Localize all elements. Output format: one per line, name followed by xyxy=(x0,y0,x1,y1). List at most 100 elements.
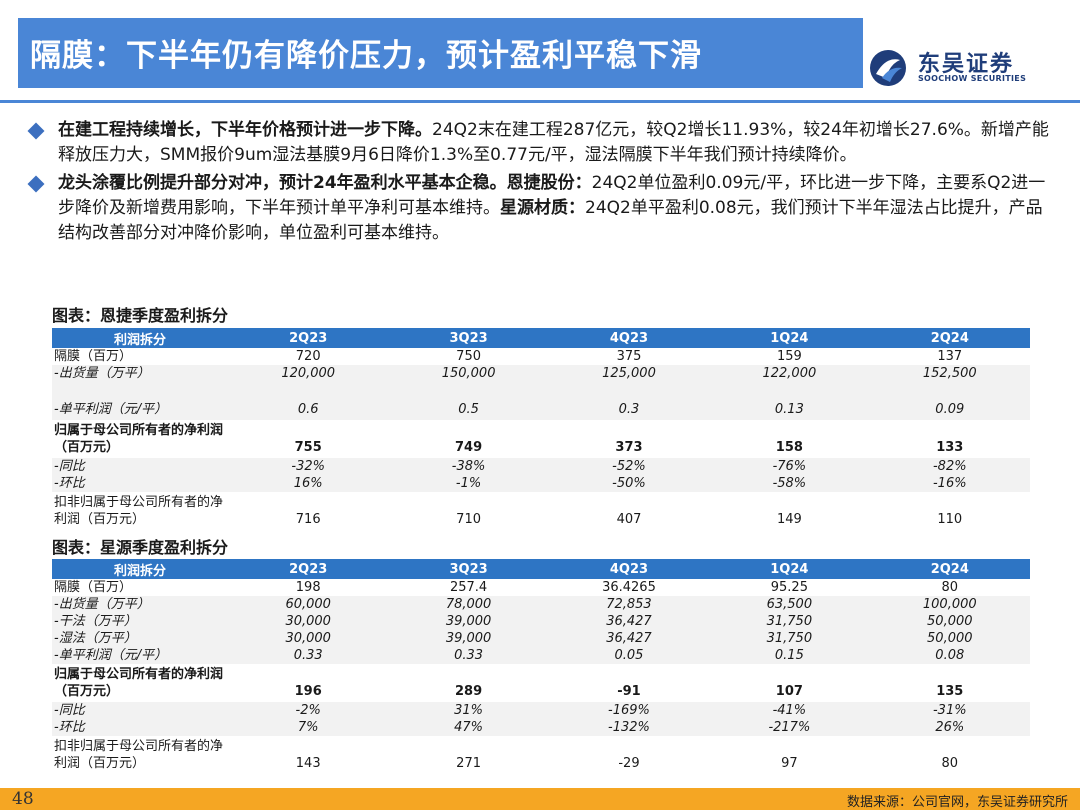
table-cell: 30,000 xyxy=(228,630,389,647)
row-label: -出货量（万平） xyxy=(52,596,228,613)
table-row: -同比 -32% -38% -52% -76% -82% xyxy=(52,458,1030,475)
table-cell: 133 xyxy=(936,440,964,455)
table-cell: 159 xyxy=(776,349,802,364)
footer-bar: 48 数据来源：公司官网，东吴证券研究所 xyxy=(0,788,1080,810)
table-cell: -32% xyxy=(228,458,389,475)
column-header: 1Q24 xyxy=(709,559,870,579)
bullet-heading: 龙头涂覆比例提升部分对冲，预计24年盈利水平基本企稳。恩捷股份： xyxy=(58,173,592,193)
table-cell: -76% xyxy=(709,458,870,475)
table-cell: 710 xyxy=(456,512,481,527)
table-cell: 135 xyxy=(936,684,964,699)
bullet-heading: 在建工程持续增长，下半年价格预计进一步下降。 xyxy=(58,120,432,140)
table-row: -同比 -2% 31% -169% -41% -31% xyxy=(52,702,1030,719)
bullet-item: 在建工程持续增长，下半年价格预计进一步下降。24Q2末在建工程287亿元，较Q2… xyxy=(22,118,1052,168)
table-cell: 120,000 xyxy=(228,365,389,382)
title-bar: 隔膜：下半年仍有降价压力，预计盈利平稳下滑 xyxy=(18,18,863,88)
row-label: -单平利润（元/平） xyxy=(52,382,228,420)
bullet-list: 在建工程持续增长，下半年价格预计进一步下降。24Q2末在建工程287亿元，较Q2… xyxy=(22,118,1052,249)
table-cell: 0.08 xyxy=(869,647,1030,664)
table-row: -出货量（万平） 120,000 150,000 125,000 122,000… xyxy=(52,365,1030,382)
diamond-bullet-icon xyxy=(27,175,45,193)
table-cell: 257.4 xyxy=(449,580,488,595)
table-cell: 95.25 xyxy=(770,580,808,595)
xingyuan-profit-table: 利润拆分 2Q23 3Q23 4Q23 1Q24 2Q24 隔膜（百万） 198… xyxy=(52,559,1030,774)
table-cell: 7% xyxy=(228,719,389,736)
table-cell: 125,000 xyxy=(548,365,710,382)
table-header-row: 利润拆分 2Q23 3Q23 4Q23 1Q24 2Q24 xyxy=(52,559,1030,579)
table-cell: 36,427 xyxy=(548,613,710,630)
table-cell: 0.33 xyxy=(388,647,549,664)
row-label: -同比 xyxy=(52,458,228,475)
row-label: 隔膜（百万） xyxy=(54,580,133,595)
table-cell: 149 xyxy=(776,512,802,527)
table1-caption: 图表：恩捷季度盈利拆分 xyxy=(52,306,229,325)
table-row: 隔膜（百万） 720 750 375 159 137 xyxy=(52,348,1030,365)
table-cell: 196 xyxy=(294,684,322,699)
table-row: -湿法（万平） 30,000 39,000 36,427 31,750 50,0… xyxy=(52,630,1030,647)
table-cell: -169% xyxy=(548,702,710,719)
table-cell: 36,427 xyxy=(548,630,710,647)
bullet-body: 24Q2末在建工程287亿元，较Q2增长11.93%，较24年初增长27.6%。… xyxy=(58,120,1049,165)
column-header: 2Q24 xyxy=(869,328,1030,348)
table-cell: 289 xyxy=(455,684,483,699)
row-label: 归属于母公司所有者的净利润（百万元） xyxy=(54,667,224,699)
table-cell: 31,750 xyxy=(709,630,870,647)
table-row: 扣非归属于母公司所有者的净利润（百万元） 716 710 407 149 110 xyxy=(52,492,1030,530)
bullet-subheading: 星源材质： xyxy=(500,198,585,218)
table-cell: -50% xyxy=(548,475,710,492)
table-header-row: 利润拆分 2Q23 3Q23 4Q23 1Q24 2Q24 xyxy=(52,328,1030,348)
table-cell: 60,000 xyxy=(228,596,389,613)
row-label: -干法（万平） xyxy=(52,613,228,630)
table-row: 归属于母公司所有者的净利润（百万元） 196 289 -91 107 135 xyxy=(52,664,1030,702)
column-header: 3Q23 xyxy=(388,559,549,579)
logo-mark-icon xyxy=(870,50,906,86)
table-cell: 30,000 xyxy=(228,613,389,630)
column-header: 2Q24 xyxy=(869,559,1030,579)
column-header: 3Q23 xyxy=(388,328,549,348)
table2-caption: 图表：星源季度盈利拆分 xyxy=(52,538,229,557)
table-cell: -52% xyxy=(548,458,710,475)
table-cell: 50,000 xyxy=(869,630,1030,647)
table-cell: 373 xyxy=(615,440,643,455)
table-cell: 50,000 xyxy=(869,613,1030,630)
table-cell: 375 xyxy=(616,349,642,364)
table-cell: 0.13 xyxy=(709,382,870,420)
bullet-body: 24Q2单位盈利0.09元/平，环比进一步下降，主要系Q2进一步降价及新增费用影… xyxy=(58,173,1046,218)
column-header: 4Q23 xyxy=(548,559,710,579)
logo-en-text: SOOCHOW SECURITIES xyxy=(918,74,1027,83)
table-cell: 36.4265 xyxy=(602,580,656,595)
table-cell: 110 xyxy=(937,512,963,527)
table-cell: 16% xyxy=(228,475,389,492)
table-cell: 63,500 xyxy=(709,596,870,613)
table-cell: 0.15 xyxy=(709,647,870,664)
table-cell: 749 xyxy=(455,440,483,455)
column-header: 利润拆分 xyxy=(52,328,228,348)
column-header: 2Q23 xyxy=(228,328,389,348)
table-cell: 31,750 xyxy=(709,613,870,630)
table-cell: 72,853 xyxy=(548,596,710,613)
table-row: -单平利润（元/平） 0.6 0.5 0.3 0.13 0.09 xyxy=(52,382,1030,420)
row-label: 归属于母公司所有者的净利润（百万元） xyxy=(54,423,224,455)
table-cell: 107 xyxy=(775,684,803,699)
table-cell: 158 xyxy=(775,440,803,455)
table-cell: 0.5 xyxy=(388,382,549,420)
table-cell: 80 xyxy=(941,580,959,595)
table-row: -环比 7% 47% -132% -217% 26% xyxy=(52,719,1030,736)
table-cell: 407 xyxy=(616,512,642,527)
table-cell: 39,000 xyxy=(388,613,549,630)
table-cell: -29 xyxy=(618,756,640,771)
table-cell: 78,000 xyxy=(388,596,549,613)
table-cell: 0.33 xyxy=(228,647,389,664)
table-cell: 31% xyxy=(388,702,549,719)
table-cell: 750 xyxy=(456,349,481,364)
table-cell: 755 xyxy=(294,440,322,455)
row-label: 隔膜（百万） xyxy=(54,349,133,364)
table-cell: 137 xyxy=(937,349,963,364)
row-label: -环比 xyxy=(52,475,228,492)
logo-cn-text: 东吴证券 xyxy=(918,52,1015,77)
company-logo: 东吴证券 SOOCHOW SECURITIES xyxy=(868,42,1068,88)
table-cell: -132% xyxy=(548,719,710,736)
table-row: -单平利润（元/平） 0.33 0.33 0.05 0.15 0.08 xyxy=(52,647,1030,664)
column-header: 2Q23 xyxy=(228,559,389,579)
table-row: -干法（万平） 30,000 39,000 36,427 31,750 50,0… xyxy=(52,613,1030,630)
